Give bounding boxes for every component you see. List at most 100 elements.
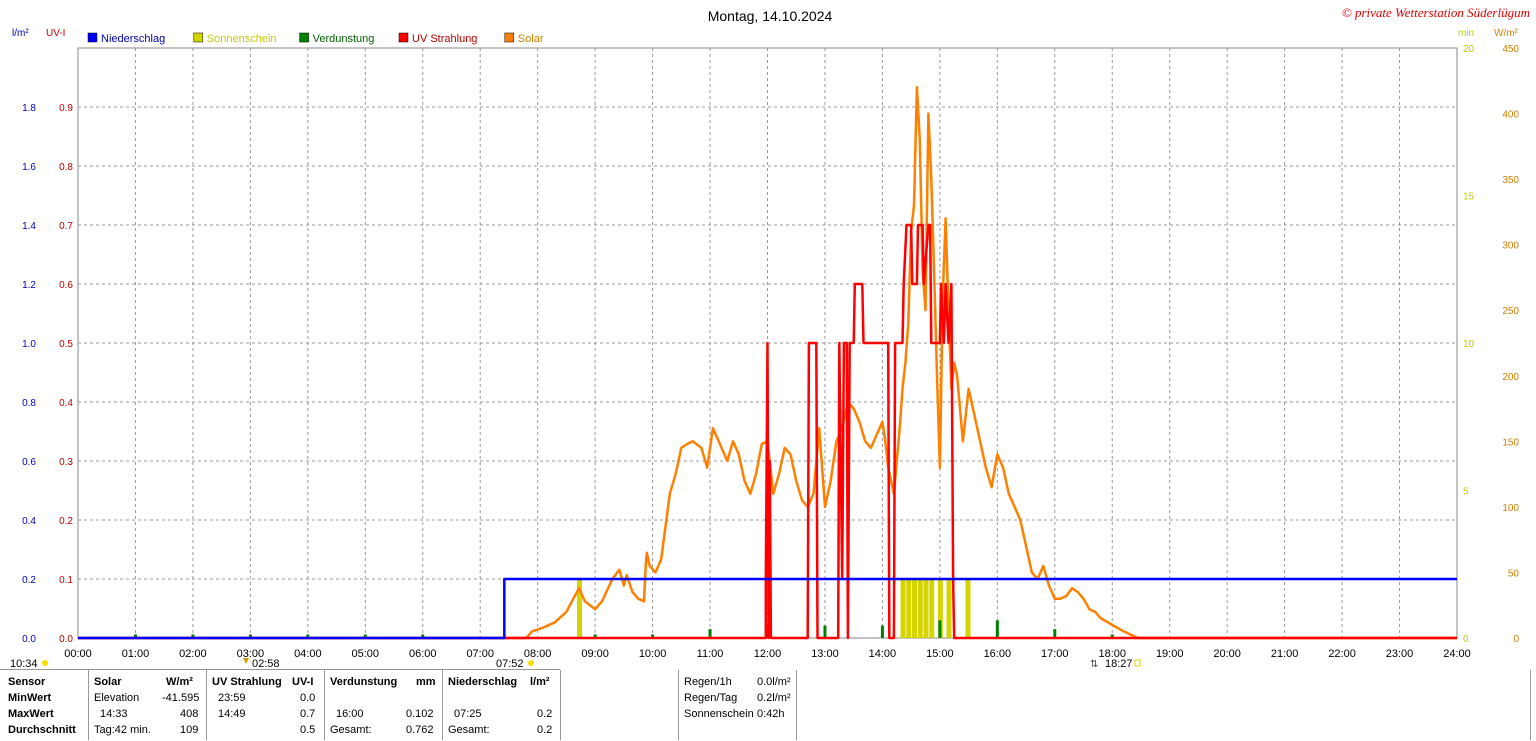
sunset-label: 18:27 — [1105, 658, 1133, 670]
legend-label: Verdunstung — [313, 33, 375, 45]
summary-label-1: Regen/Tag — [684, 692, 738, 704]
sunshine-bar — [906, 579, 912, 638]
x-tick-label: 16:00 — [984, 648, 1012, 660]
evaporation-bar — [363, 634, 367, 638]
uv-min-time: 23:59 — [218, 692, 246, 704]
chart-title: Montag, 14.10.2024 — [708, 8, 833, 24]
sunshine-bar — [577, 579, 583, 638]
rain-tick-label: 0.2 — [22, 575, 36, 586]
uv-min-val: 0.0 — [300, 692, 316, 704]
uv-tick-label: 0.1 — [59, 575, 73, 586]
col-divider-5 — [560, 670, 561, 740]
sunshine-tick-label: 0 — [1463, 634, 1469, 645]
summary-divider-right — [796, 670, 797, 740]
summary-value-2: 0:42h — [757, 708, 785, 720]
uv-tick-label: 0.2 — [59, 516, 73, 527]
x-tick-label: 23:00 — [1386, 648, 1414, 660]
rain-tick-label: 1.4 — [22, 221, 36, 232]
x-tick-label: 00:00 — [64, 648, 92, 660]
rain-max-val: 0.2 — [537, 708, 553, 720]
sunset-arrow-icon: ⇅ — [1090, 659, 1098, 670]
summary-label-0: Regen/1h — [684, 676, 732, 688]
summary-value-1: 0.2l/m² — [757, 692, 791, 704]
sunrise-dot-icon — [528, 660, 534, 666]
axis-unit-rain: l/m² — [12, 28, 29, 39]
tick-labels: 00:00 01:00 02:00 03:00 04:00 05:00 06:00 07:00… — [22, 44, 1519, 660]
x-tick-label: 06:00 — [409, 648, 437, 660]
x-tick-label: 20:00 — [1213, 648, 1241, 660]
evaporation-bar — [823, 625, 827, 638]
evaporation-bar — [133, 634, 137, 638]
rain-tick-label: 1.6 — [22, 162, 36, 173]
rain-tick-label: 0.4 — [22, 516, 36, 527]
x-tick-label: 24:00 — [1443, 648, 1471, 660]
uv-tick-label: 0.3 — [59, 457, 73, 468]
x-tick-label: 14:00 — [869, 648, 897, 660]
legend-swatch — [504, 32, 515, 43]
solar-unit: W/m² — [166, 676, 193, 688]
solar-min-time: Elevation — [94, 692, 140, 704]
evaporation-bar — [708, 629, 712, 638]
rain-tick-label: 0.8 — [22, 398, 36, 409]
legend-swatch — [87, 32, 98, 43]
uv-tick-label: 0.0 — [59, 634, 73, 645]
solar-min-val: -41.595 — [162, 692, 200, 704]
uv-max-time: 14:49 — [218, 708, 246, 720]
evaporation-bar — [191, 634, 195, 638]
solar-avg-label: Tag:42 min. — [94, 724, 151, 736]
series-layer — [78, 86, 1457, 640]
evap-unit: mm — [416, 676, 436, 688]
rain-tick-label: 1.2 — [22, 280, 36, 291]
sensor-header: Sensor — [8, 676, 46, 688]
summary-divider-left — [678, 670, 679, 740]
sunshine-bar — [917, 579, 923, 638]
summary-value-0: 0.0l/m² — [757, 676, 791, 688]
solar-tick-label: 150 — [1502, 437, 1519, 448]
x-tick-label: 10:00 — [639, 648, 667, 660]
sunset-box-icon — [1134, 659, 1141, 667]
rain-avg-val: 0.2 — [537, 724, 553, 736]
uv-avg-val: 0.5 — [300, 724, 316, 736]
evaporation-bar — [306, 634, 310, 638]
x-tick-label: 01:00 — [122, 648, 150, 660]
solar-title: Solar — [94, 676, 122, 688]
legend-label: Solar — [518, 33, 544, 45]
rain-avg-label: Gesamt: — [448, 724, 490, 736]
rain-tick-label: 0.6 — [22, 457, 36, 468]
evaporation-bar — [1053, 629, 1057, 638]
sunshine-bar — [937, 579, 943, 638]
x-tick-label: 03:00 — [237, 648, 265, 660]
col-divider-1 — [88, 670, 89, 740]
moon-dot-icon — [42, 660, 48, 666]
x-tick-label: 02:00 — [179, 648, 207, 660]
x-tick-label: 05:00 — [352, 648, 380, 660]
legend-swatch — [299, 32, 309, 43]
x-tick-label: 07:00 — [466, 648, 494, 660]
moonrise-label: 10:34 — [10, 658, 38, 670]
solar-tick-label: 250 — [1502, 306, 1519, 317]
min-header: MinWert — [8, 692, 52, 704]
uv-max-val: 0.7 — [300, 708, 316, 720]
solar-tick-label: 450 — [1502, 44, 1519, 55]
x-tick-label: 21:00 — [1271, 648, 1299, 660]
uv-title: UV Strahlung — [212, 676, 282, 688]
evaporation-bar — [593, 634, 597, 638]
evaporation-bar — [248, 634, 252, 638]
solar-tick-label: 350 — [1502, 175, 1519, 186]
col-divider-3 — [324, 670, 325, 740]
sun-markers: 10:34 02:58 07:52 18:27 ⇅ — [10, 658, 1141, 670]
sunshine-bar — [923, 579, 929, 638]
col-divider-4 — [442, 670, 443, 740]
evaporation-bar — [421, 634, 425, 638]
sunshine-bar — [929, 579, 935, 638]
solar-tick-label: 0 — [1513, 634, 1519, 645]
x-tick-label: 17:00 — [1041, 648, 1069, 660]
sunshine-bar — [946, 579, 952, 638]
axis-unit-solar: W/m² — [1494, 28, 1519, 39]
weather-chart: Montag, 14.10.2024 © private Wetterstati… — [10, 5, 1530, 670]
rain-tick-label: 1.8 — [22, 103, 36, 114]
rain-tick-label: 1.0 — [22, 339, 36, 350]
rain-tick-label: 0.0 — [22, 634, 36, 645]
x-tick-label: 11:00 — [697, 648, 724, 660]
copyright-text: © private Wetterstation Süderlügum — [1342, 5, 1530, 20]
